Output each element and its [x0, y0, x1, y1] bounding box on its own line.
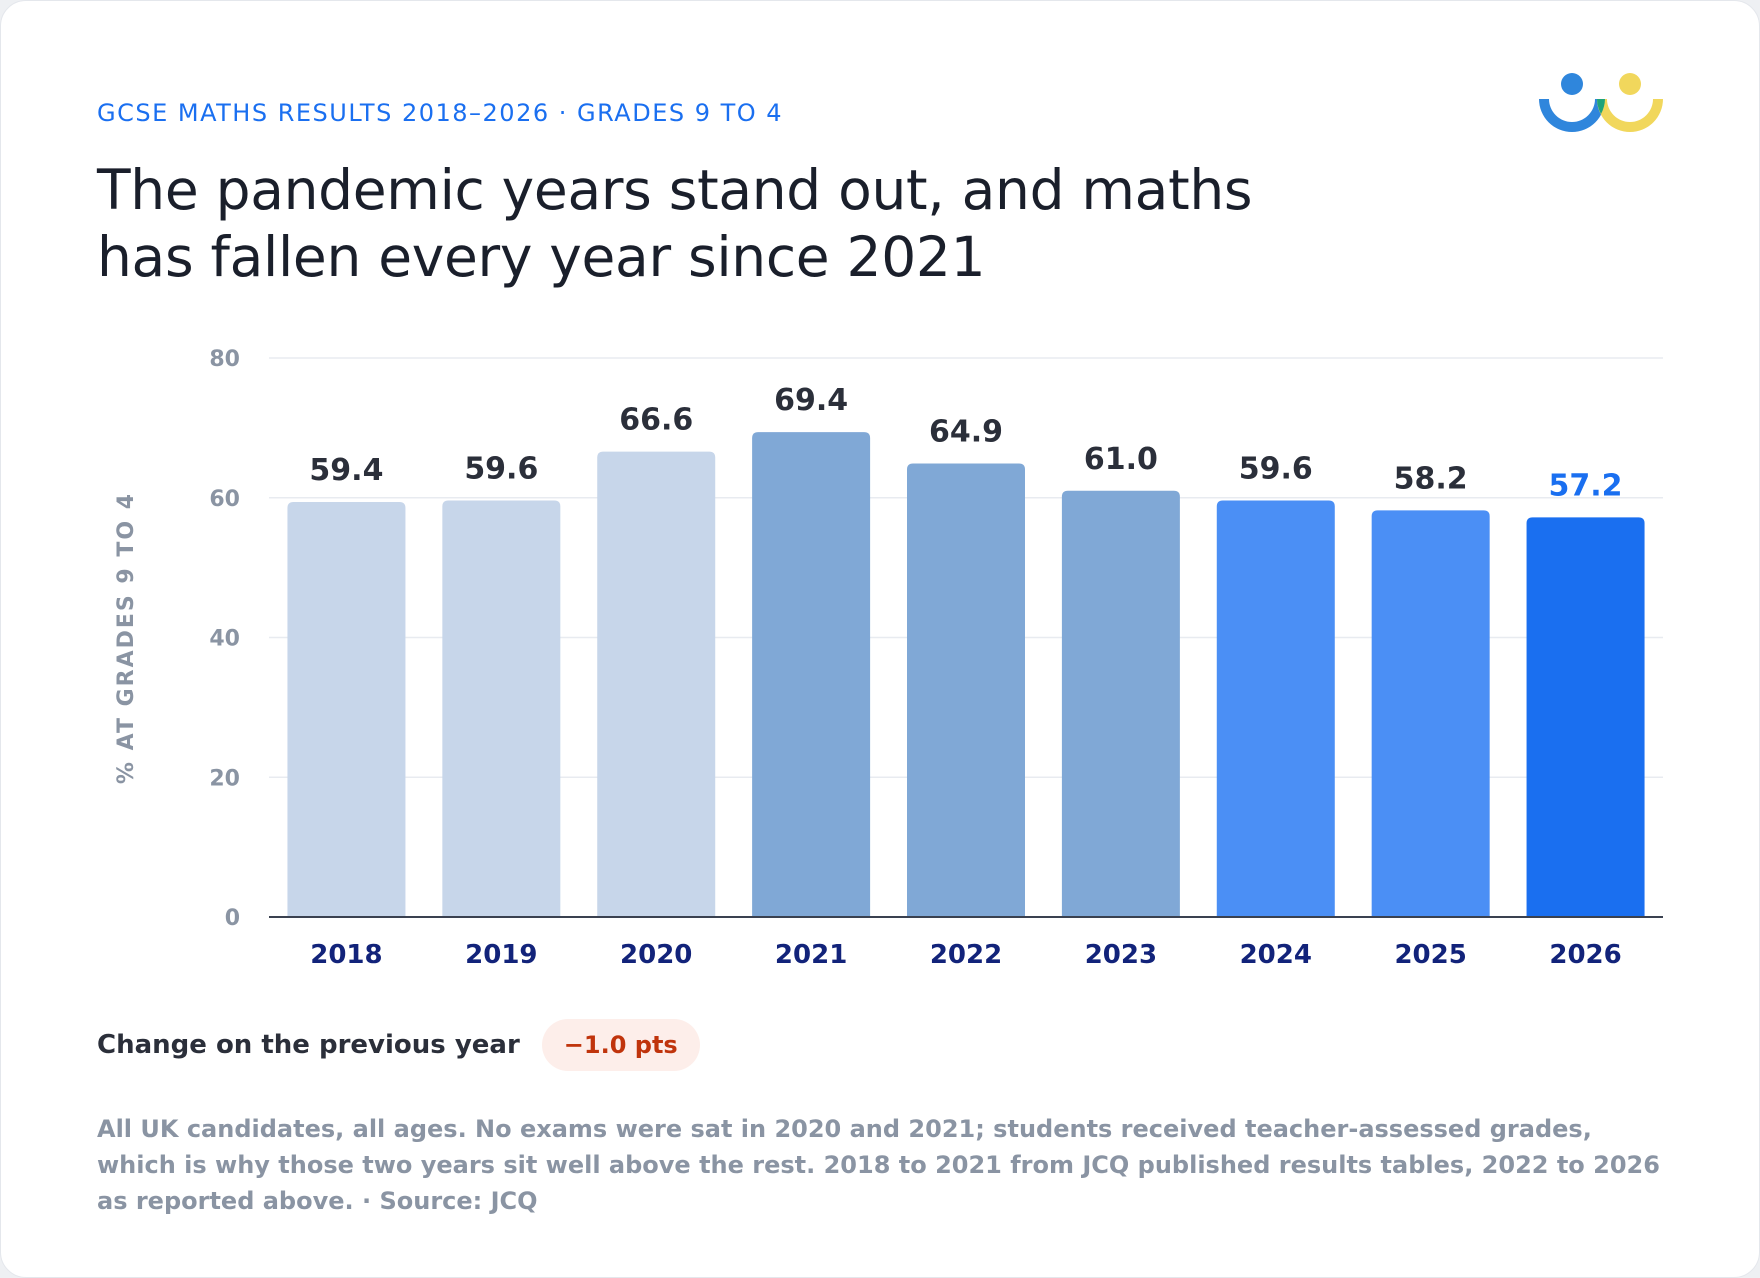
bar: [752, 432, 871, 917]
x-tick-label: 2019: [465, 940, 537, 970]
bar: [287, 501, 406, 917]
chart-eyebrow: GCSE MATHS RESULTS 2018–2026 · GRADES 9 …: [97, 99, 784, 127]
value-label: 58.2: [1394, 461, 1468, 496]
y-axis-title: % AT GRADES 9 TO 4: [114, 492, 139, 784]
x-tick-label: 2026: [1549, 940, 1621, 970]
bar: [1371, 510, 1490, 917]
x-tick-label: 2024: [1240, 940, 1312, 970]
source-footnote: All UK candidates, all ages. No exams we…: [97, 1115, 1660, 1215]
y-tick-label: 60: [209, 487, 240, 512]
bar: [1526, 517, 1645, 917]
value-label: 64.9: [929, 415, 1003, 450]
value-label: 61.0: [1084, 442, 1158, 477]
x-tick-label: 2022: [930, 940, 1002, 970]
value-label: 59.6: [1239, 452, 1313, 487]
bar: [1216, 500, 1335, 917]
x-tick-label: 2023: [1085, 940, 1157, 970]
bar: [1061, 490, 1180, 917]
change-summary: Change on the previous year −1.0 pts: [97, 1019, 700, 1071]
brand-logo-icon: [1539, 73, 1663, 132]
y-tick-label: 80: [209, 347, 240, 372]
change-badge: −1.0 pts: [541, 1019, 700, 1071]
x-tick-label: 2018: [310, 940, 382, 970]
y-tick-label: 0: [225, 906, 240, 931]
bar-chart: 0 20 40 60 80 % AT GRADES 9 TO 4 59.4 2018 59.6 2…: [114, 347, 1663, 970]
y-tick-label: 40: [209, 627, 240, 652]
value-label: 59.4: [309, 453, 383, 488]
y-tick-label: 20: [209, 766, 240, 791]
x-tick-label: 2020: [620, 940, 692, 970]
bar: [442, 500, 561, 917]
x-tick-label: 2025: [1394, 940, 1466, 970]
value-label: 66.6: [619, 403, 693, 438]
value-label: 57.2: [1549, 468, 1623, 503]
bar: [597, 451, 716, 917]
chart-title: The pandemic years stand out, and maths …: [97, 158, 1253, 289]
bar: [907, 463, 1025, 917]
change-label: Change on the previous year: [97, 1030, 520, 1060]
x-tick-label: 2021: [775, 940, 847, 970]
value-label: 69.4: [774, 383, 848, 418]
value-label: 59.6: [464, 452, 538, 487]
